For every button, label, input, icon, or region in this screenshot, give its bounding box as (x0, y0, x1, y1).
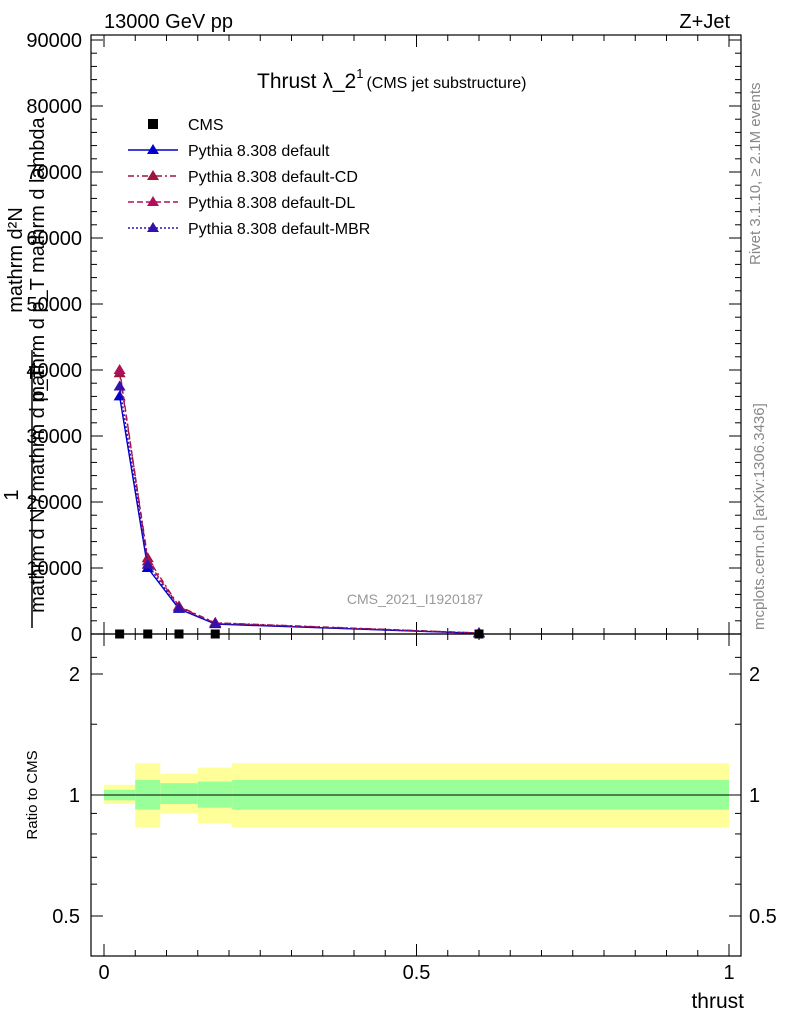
y-tick-label: 40000 (26, 360, 82, 382)
ylabel-top: mathrm d²N (5, 207, 27, 313)
plot-title-sup: 1 (356, 66, 363, 81)
main-x-ticks (103, 35, 730, 634)
x-tick-label: 1 (723, 962, 734, 984)
ratio-y-tick-label: 2 (69, 664, 80, 686)
y-tick-label: 30000 (26, 426, 82, 448)
legend-entry: CMS (148, 117, 224, 134)
series-marker (141, 558, 154, 569)
legend: CMS Pythia 8.308 default Pythia 8.308 defa… (128, 117, 370, 238)
ratio-x-axis: 0 0.5 1 (98, 634, 735, 984)
x-tick-label: 0.5 (403, 962, 431, 984)
y-tick-label: 0 (71, 624, 82, 646)
y-tick-label: 90000 (26, 30, 82, 52)
ylabel-frac-den: mathrm d N / mathrm d p_T (27, 367, 49, 613)
ratio-inner-band (160, 783, 198, 804)
process-label: Z+Jet (679, 11, 730, 33)
series-marker (113, 380, 126, 391)
series-marker (209, 617, 222, 628)
main-y-axis: 0 10000 20000 30000 40000 50000 60000 70000 8000… (26, 30, 741, 646)
legend-marker (148, 119, 158, 129)
analysis-watermark: CMS_2021_I1920187 (347, 591, 483, 607)
ratio-y-tick-label: 0.5 (52, 906, 80, 928)
ratio-y-tick-label-right: 0.5 (749, 906, 777, 928)
ylabel-mid: mathrm d p_T mathrm d lambda (27, 116, 49, 402)
energy-label: 13000 GeV pp (104, 11, 233, 33)
legend-marker (147, 144, 159, 154)
ratio-y-tick-label: 1 (69, 785, 80, 807)
x-tick-label: 0 (98, 962, 109, 984)
x-axis-label: thrust (691, 990, 744, 1013)
ratio-panel: 0.5 0.51 12 2 0 0.5 1 Ratio to CMS thrust (24, 633, 777, 1013)
ylabel-frac-num: 1 (1, 489, 23, 500)
ratio-y-tick-label-right: 2 (749, 664, 760, 686)
y-tick-label: 10000 (26, 558, 82, 580)
legend-entry: Pythia 8.308 default-CD (128, 169, 358, 186)
series-line (118, 386, 480, 634)
legend-marker (147, 222, 159, 232)
rivet-label: Rivet 3.1.10, ≥ 2.1M events (747, 83, 764, 266)
main-y-label: mathrm d²N mathrm d p_T mathrm d lambda … (1, 116, 49, 628)
ratio-y-axis: 0.5 0.5 1 1 2 2 (52, 656, 777, 928)
legend-entry: Pythia 8.308 default-DL (128, 195, 355, 212)
legend-label: Pythia 8.308 default-MBR (188, 221, 370, 238)
legend-label: Pythia 8.308 default-CD (188, 169, 358, 186)
legend-label: CMS (188, 117, 224, 134)
plot-title-main: Thrust λ_2 (257, 70, 356, 93)
main-panel: 0 10000 20000 30000 40000 50000 60000 70000 8000… (26, 30, 742, 646)
series-marker (113, 364, 126, 374)
series-marker (113, 390, 126, 401)
legend-entry: Pythia 8.308 default (128, 143, 330, 160)
legend-entry: Pythia 8.308 default-MBR (128, 221, 370, 238)
legend-label: Pythia 8.308 default-DL (188, 195, 355, 212)
legend-label: Pythia 8.308 default (188, 143, 330, 160)
plot-title: Thrust λ_21(CMS jet substructure) (257, 66, 527, 93)
y-tick-label: 80000 (26, 96, 82, 118)
mcplots-label: mcplots.cern.ch [arXiv:1306.3436] (751, 403, 768, 630)
y-tick-label: 70000 (26, 162, 82, 184)
plot-title-sub: (CMS jet substructure) (366, 75, 526, 92)
ratio-y-label: Ratio to CMS (24, 750, 41, 839)
y-tick-label: 60000 (26, 228, 82, 250)
y-tick-label: 50000 (26, 294, 82, 316)
ratio-y-tick-label-right: 1 (749, 785, 760, 807)
series-marker (173, 602, 185, 613)
y-tick-label: 20000 (26, 492, 82, 514)
legend-marker (147, 196, 159, 206)
legend-marker (147, 170, 159, 180)
